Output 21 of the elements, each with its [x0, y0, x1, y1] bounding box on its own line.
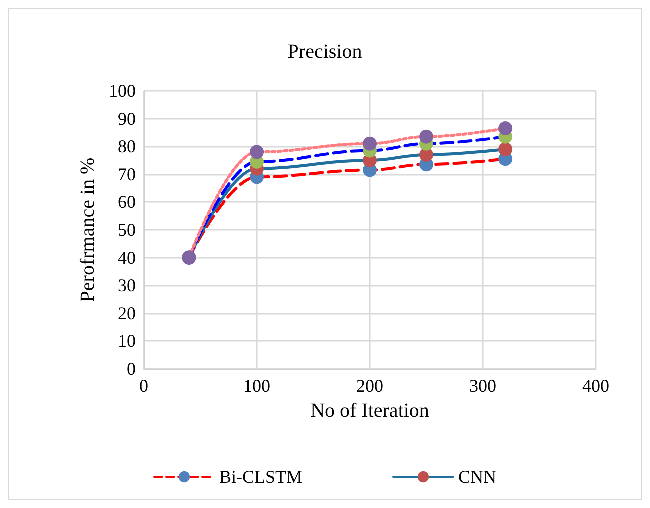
- y-tick-label: 60: [118, 192, 136, 212]
- legend-label: Bi-CLSTM: [219, 467, 303, 487]
- x-tick-label: 400: [582, 376, 610, 396]
- x-tick-label: 200: [356, 376, 384, 396]
- chart-title: Precision: [288, 41, 362, 63]
- x-tick-label: 100: [244, 376, 270, 396]
- y-tick-label: 30: [118, 276, 136, 296]
- legend-label: CNN: [458, 467, 497, 487]
- y-tick-label: 50: [118, 220, 136, 240]
- y-tick-label: 90: [118, 108, 136, 129]
- y-axis-title: Perofrmance in %: [77, 158, 100, 302]
- x-tick-label: 300: [470, 376, 496, 396]
- y-tick-label: 40: [118, 248, 136, 268]
- y-tick-label: 20: [118, 303, 136, 324]
- y-tick-label: 100: [109, 81, 136, 101]
- y-tick-label: 0: [127, 359, 136, 379]
- y-tick-label: 70: [118, 164, 136, 184]
- x-axis-title: No of Iteration: [310, 400, 430, 422]
- x-tick-label: 0: [140, 376, 148, 396]
- y-tick-label: 10: [118, 331, 136, 352]
- y-tick-label: 80: [118, 136, 136, 157]
